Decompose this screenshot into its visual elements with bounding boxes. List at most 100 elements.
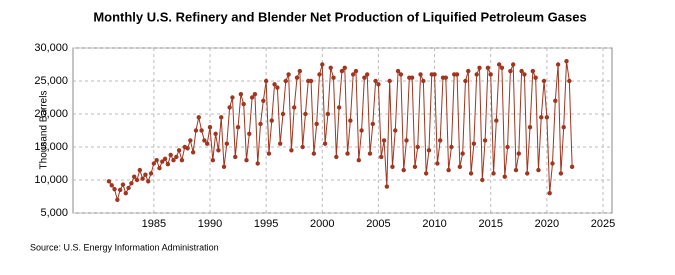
point xyxy=(196,115,201,120)
point xyxy=(457,164,463,169)
point xyxy=(393,128,398,133)
point xyxy=(367,151,373,156)
point xyxy=(216,148,221,153)
point xyxy=(480,177,485,183)
point xyxy=(348,118,353,123)
point xyxy=(336,105,342,110)
point xyxy=(432,72,437,77)
point xyxy=(426,148,432,153)
point xyxy=(471,141,477,146)
point xyxy=(115,197,120,202)
point xyxy=(230,95,235,100)
point xyxy=(555,62,561,67)
point xyxy=(171,158,176,163)
point xyxy=(494,118,499,123)
y-tick-label: 25,000 xyxy=(34,75,68,87)
point xyxy=(522,72,527,77)
point xyxy=(266,151,272,156)
point xyxy=(289,148,294,153)
point xyxy=(292,105,297,110)
point xyxy=(188,138,193,143)
point xyxy=(109,183,114,188)
point xyxy=(162,156,168,162)
point xyxy=(446,167,451,173)
point xyxy=(477,65,482,71)
point xyxy=(322,141,328,146)
point xyxy=(342,65,347,71)
point xyxy=(350,72,356,77)
point xyxy=(499,65,505,71)
point xyxy=(398,72,404,77)
point xyxy=(146,179,151,184)
point xyxy=(412,164,418,169)
point xyxy=(474,72,479,77)
x-tick-label: 2010 xyxy=(422,218,446,230)
point xyxy=(488,72,493,77)
point xyxy=(193,128,199,133)
point xyxy=(418,72,423,77)
point xyxy=(527,125,533,130)
point xyxy=(168,152,173,158)
point xyxy=(395,68,401,74)
point xyxy=(328,65,333,71)
point xyxy=(460,151,465,156)
point xyxy=(277,141,283,146)
point xyxy=(359,128,364,133)
point xyxy=(449,144,454,150)
plot-frame xyxy=(72,47,613,214)
point xyxy=(325,111,331,117)
point xyxy=(129,181,134,186)
point xyxy=(533,75,538,80)
point xyxy=(148,171,154,176)
point xyxy=(157,165,162,171)
point xyxy=(117,187,123,193)
x-tick-label: 1995 xyxy=(254,218,278,230)
point xyxy=(320,62,325,67)
y-tick-label: 5,000 xyxy=(40,207,68,219)
point xyxy=(151,161,157,166)
point xyxy=(463,78,468,84)
point xyxy=(485,65,491,71)
point xyxy=(564,59,569,64)
point xyxy=(213,131,218,136)
point xyxy=(553,98,558,104)
y-tick-label: 30,000 xyxy=(34,42,68,54)
point xyxy=(491,171,496,176)
point xyxy=(233,154,238,160)
point xyxy=(373,78,378,84)
point xyxy=(235,125,241,130)
point xyxy=(317,72,322,77)
point xyxy=(423,171,429,176)
point xyxy=(331,75,336,80)
point xyxy=(404,138,409,143)
point xyxy=(356,158,361,163)
point xyxy=(297,68,303,74)
point xyxy=(421,78,426,84)
point xyxy=(567,78,572,84)
point xyxy=(435,161,440,166)
x-tick-label: 2025 xyxy=(591,218,615,230)
point xyxy=(219,115,224,120)
point xyxy=(123,191,128,196)
point xyxy=(466,68,471,74)
point xyxy=(174,154,179,160)
point xyxy=(176,148,182,153)
x-tick-label: 2005 xyxy=(366,218,390,230)
point xyxy=(502,174,507,179)
point xyxy=(376,82,381,87)
point xyxy=(387,78,392,84)
point xyxy=(131,174,137,179)
point xyxy=(454,72,460,77)
point xyxy=(283,78,288,84)
point xyxy=(255,161,260,166)
y-tick-label: 10,000 xyxy=(34,174,68,186)
point xyxy=(558,171,564,176)
point xyxy=(199,128,204,133)
point xyxy=(221,164,227,169)
point xyxy=(210,158,216,163)
point xyxy=(508,68,513,74)
point xyxy=(294,75,300,80)
point xyxy=(280,111,286,117)
point xyxy=(207,125,213,130)
point xyxy=(261,98,266,104)
